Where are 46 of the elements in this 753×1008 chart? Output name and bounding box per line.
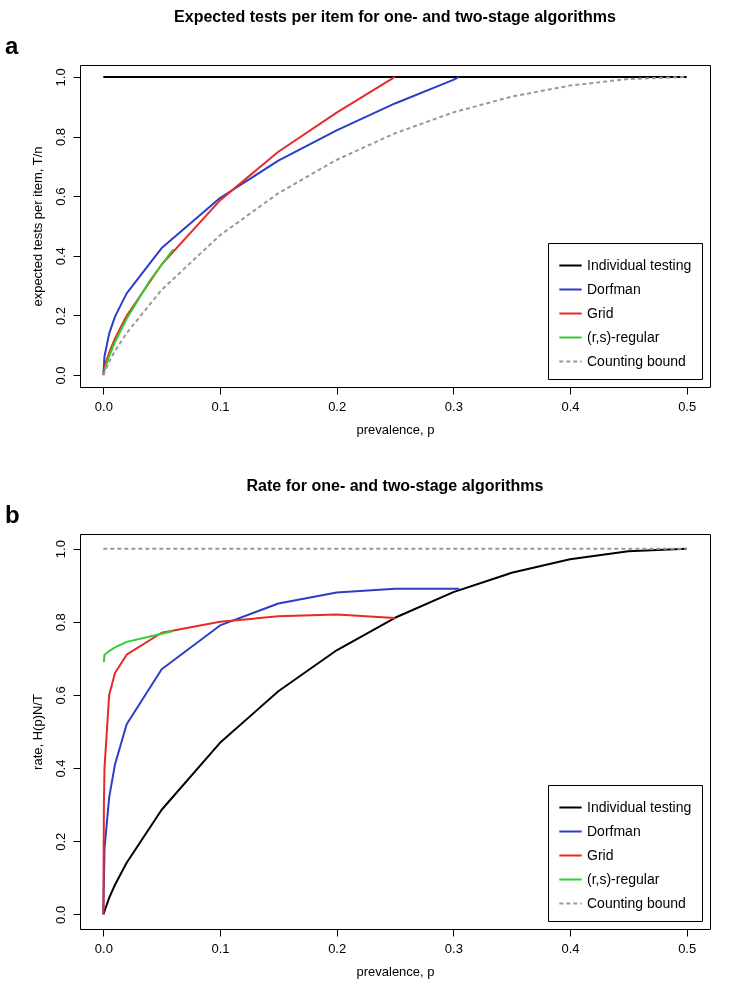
chart-title: Expected tests per item for one- and two-stage algorithms (174, 8, 617, 25)
x-tick-label: 0.2 (328, 398, 347, 414)
legend-label: Grid (587, 846, 614, 863)
legend-label: Counting bound (587, 894, 686, 911)
legend-label: Dorfman (587, 822, 641, 839)
line-series (102, 613, 396, 916)
legend-label: (r,s)-regular (587, 870, 660, 887)
x-tick-label: 0.4 (561, 398, 580, 414)
y-tick-label: 0.0 (52, 905, 68, 924)
y-tick-label: 0.6 (52, 686, 68, 705)
line-series (103, 248, 175, 372)
y-axis-title: expected tests per item, T/n (29, 146, 45, 307)
x-tick-label: 0.0 (94, 940, 113, 956)
y-tick-label: 0.6 (52, 187, 68, 206)
x-axis-title: prevalence, p (356, 963, 435, 979)
legend-label: Dorfman (587, 280, 641, 297)
line-series (102, 75, 461, 377)
legend-label: Counting bound (587, 352, 686, 369)
y-tick-label: 0.2 (52, 832, 68, 851)
legend-label: Individual testing (587, 798, 692, 815)
x-tick-label: 0.5 (678, 940, 697, 956)
x-axis-title: prevalence, p (356, 421, 435, 437)
chart-title: Rate for one- and two-stage algorithms (246, 477, 544, 494)
text: b (5, 501, 20, 528)
x-tick-label: 0.0 (94, 398, 113, 414)
y-tick-label: 0.8 (52, 128, 68, 147)
x-tick-label: 0.1 (211, 398, 230, 414)
legend-label: Grid (587, 304, 614, 321)
x-tick-label: 0.3 (444, 398, 463, 414)
x-tick-label: 0.4 (561, 940, 580, 956)
legend-label: Individual testing (587, 256, 692, 273)
y-tick-label: 0.0 (52, 366, 68, 385)
y-tick-label: 1.0 (52, 68, 68, 87)
text: a (5, 32, 19, 59)
x-tick-label: 0.1 (211, 940, 230, 956)
x-tick-label: 0.3 (444, 940, 463, 956)
y-axis-title: rate, H(p)N/T (29, 694, 45, 770)
x-tick-label: 0.5 (678, 398, 697, 414)
y-tick-label: 0.4 (52, 759, 68, 778)
legend-label: (r,s)-regular (587, 328, 660, 345)
y-tick-label: 0.4 (52, 247, 68, 266)
y-tick-label: 0.2 (52, 306, 68, 325)
y-tick-label: 0.8 (52, 613, 68, 632)
x-tick-label: 0.2 (328, 940, 347, 956)
line-series (102, 629, 175, 664)
y-tick-label: 1.0 (52, 540, 68, 559)
